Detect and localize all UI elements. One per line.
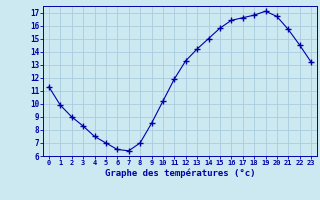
X-axis label: Graphe des températures (°c): Graphe des températures (°c) bbox=[105, 169, 255, 178]
